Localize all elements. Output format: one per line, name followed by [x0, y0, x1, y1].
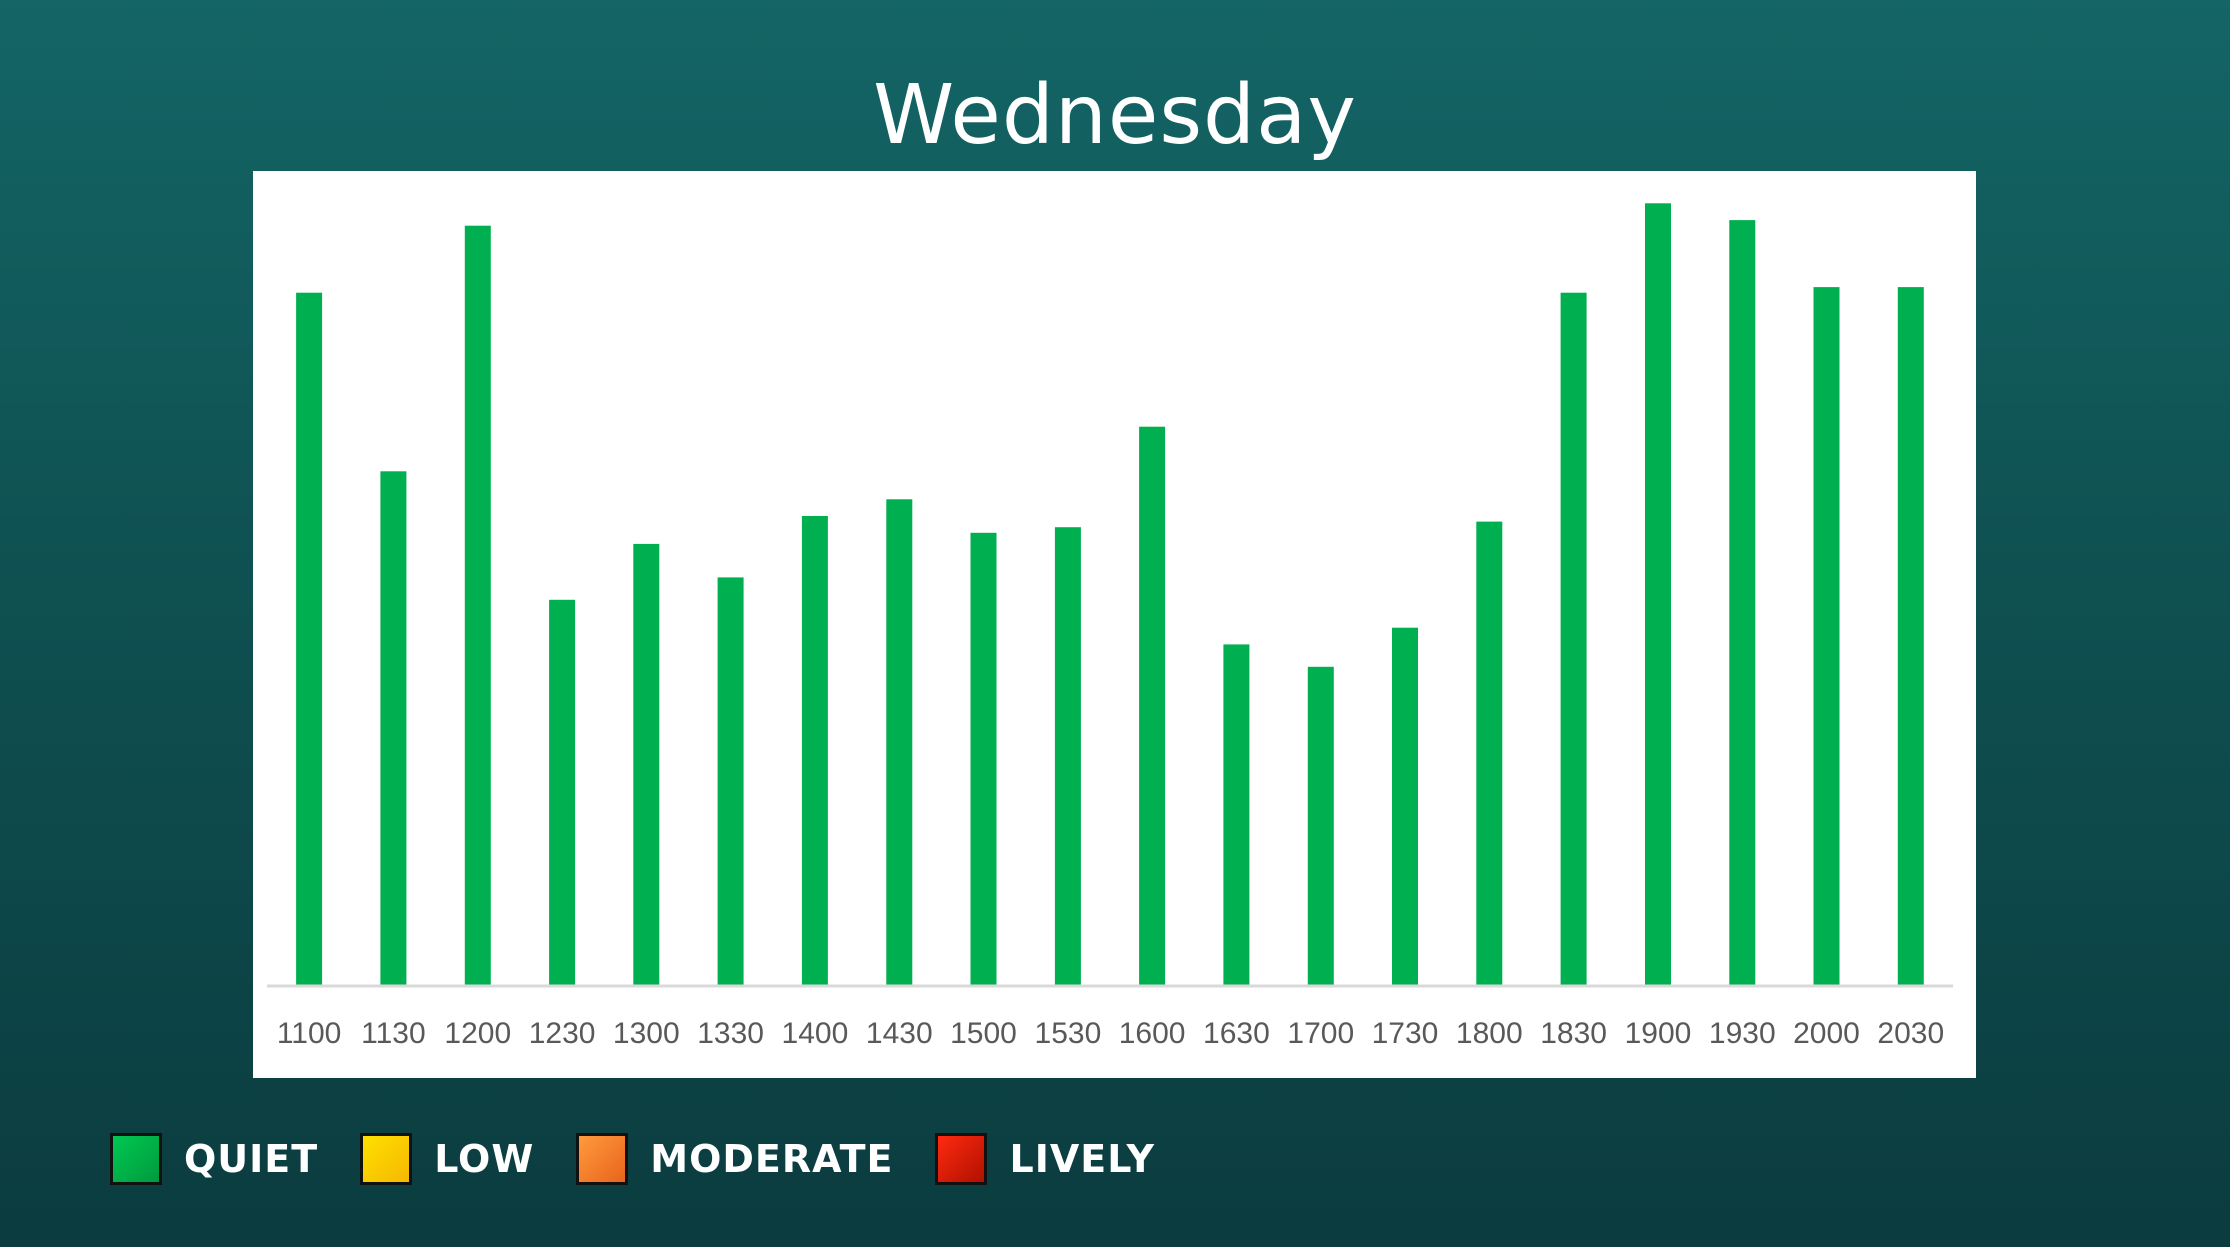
x-tick-label-1230: 1230 [529, 1017, 596, 1050]
bar-1700 [1307, 666, 1334, 986]
chart-title: Wednesday [873, 68, 1357, 163]
bar-1800 [1476, 521, 1503, 985]
legend-swatch-lively [935, 1133, 988, 1185]
legend-item-quiet: QUIET [110, 1133, 318, 1185]
x-tick-label-1800: 1800 [1456, 1017, 1523, 1050]
legend: QUIET LOW MODERATE LIVELY [110, 1130, 1197, 1188]
bar-1930 [1729, 220, 1756, 986]
x-tick-label-1130: 1130 [361, 1017, 426, 1050]
bar-2030 [1897, 287, 1924, 986]
bar-1130 [380, 471, 407, 985]
chart-panel: 1100 1130 1200 1230 1300 1330 1400 1430 1500 1530… [253, 171, 1976, 1078]
bar-1430 [886, 499, 913, 986]
x-tick-label-1600: 1600 [1119, 1017, 1186, 1050]
x-tick-label-1530: 1530 [1035, 1017, 1102, 1050]
x-tick-label-1630: 1630 [1203, 1017, 1270, 1050]
tick-labels-layer: 1100 1130 1200 1230 1300 1330 1400 1430 1500 1530… [277, 1017, 1944, 1050]
bar-1400 [801, 516, 828, 985]
bar-2000 [1813, 287, 1840, 986]
legend-label-quiet: QUIET [184, 1137, 319, 1181]
bar-1900 [1645, 203, 1671, 986]
bar-1330 [717, 577, 744, 985]
x-tick-label-1100: 1100 [277, 1017, 342, 1050]
bar-1300 [633, 543, 660, 985]
bar-1730 [1392, 627, 1418, 985]
legend-label-low: LOW [434, 1137, 535, 1181]
bar-1530 [1054, 527, 1081, 985]
legend-item-lively: LIVELY [935, 1133, 1155, 1185]
x-tick-label-1900: 1900 [1625, 1017, 1692, 1050]
bar-1200 [464, 225, 491, 985]
x-tick-label-2030: 2030 [1877, 1017, 1944, 1050]
legend-swatch-low [360, 1133, 413, 1185]
x-tick-label-1330: 1330 [697, 1017, 764, 1050]
bar-1630 [1223, 644, 1250, 985]
bar-1600 [1139, 426, 1166, 985]
x-tick-label-2000: 2000 [1793, 1017, 1860, 1050]
legend-item-moderate: MODERATE [576, 1133, 893, 1185]
bar-1830 [1560, 292, 1587, 985]
x-tick-label-1400: 1400 [782, 1017, 849, 1050]
x-tick-label-1730: 1730 [1372, 1017, 1439, 1050]
x-tick-label-1830: 1830 [1540, 1017, 1607, 1050]
bar-1230 [549, 599, 576, 986]
legend-label-lively: LIVELY [1009, 1137, 1156, 1181]
bar-chart: 1100 1130 1200 1230 1300 1330 1400 1430 1500 1530… [267, 203, 1953, 1050]
x-tick-label-1700: 1700 [1287, 1017, 1354, 1050]
legend-label-moderate: MODERATE [650, 1137, 894, 1181]
bar-1500 [970, 532, 997, 986]
x-tick-label-1930: 1930 [1709, 1017, 1776, 1050]
bar-1100 [296, 292, 323, 985]
x-tick-label-1200: 1200 [444, 1017, 511, 1050]
bars-layer [296, 203, 1924, 986]
x-tick-label-1300: 1300 [613, 1017, 680, 1050]
x-tick-label-1500: 1500 [950, 1017, 1017, 1050]
x-tick-label-1430: 1430 [866, 1017, 933, 1050]
legend-swatch-moderate [576, 1133, 629, 1185]
legend-item-low: LOW [360, 1133, 534, 1185]
legend-swatch-quiet [110, 1133, 162, 1185]
